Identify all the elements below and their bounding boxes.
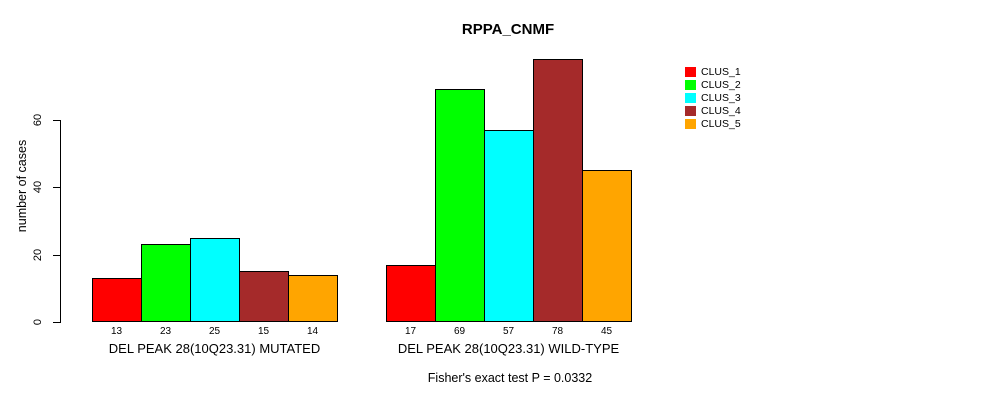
bar-value-label: 45	[600, 326, 613, 337]
bar-clus-5-group-2	[582, 170, 632, 322]
bar-value-label: 13	[110, 326, 123, 337]
legend-swatch-clus-2	[685, 80, 696, 90]
legend-label-clus-2: CLUS_2	[701, 79, 741, 91]
bar-clus-2-group-2	[435, 89, 485, 322]
legend-swatch-clus-5	[685, 119, 696, 129]
legend-swatch-clus-1	[685, 67, 696, 77]
legend-label-clus-1: CLUS_1	[701, 66, 741, 78]
bar-value-label: 57	[502, 326, 515, 337]
y-tick-label: 60	[32, 113, 44, 126]
bar-value-label: 14	[306, 326, 319, 337]
y-tick-label: 40	[32, 181, 44, 194]
y-tick-mark	[53, 119, 60, 121]
bar-clus-4-group-1	[239, 271, 289, 322]
bar-clus-1-group-2	[386, 264, 436, 322]
bar-value-label: 78	[551, 326, 564, 337]
bar-value-label: 25	[208, 326, 221, 337]
bar-value-label: 15	[257, 326, 270, 337]
y-tick-label: 0	[32, 318, 44, 326]
bar-clus-5-group-1	[288, 274, 338, 322]
y-tick-mark	[53, 187, 60, 189]
group-axis-label: DEL PEAK 28(10Q23.31) MUTATED	[108, 341, 321, 356]
legend-label-clus-5: CLUS_5	[701, 118, 741, 130]
group-axis-label: DEL PEAK 28(10Q23.31) WILD-TYPE	[397, 341, 620, 356]
bar-clus-3-group-1	[190, 237, 240, 322]
legend-label-clus-3: CLUS_3	[701, 92, 741, 104]
bar-clus-1-group-1	[92, 278, 142, 322]
y-tick-label: 20	[32, 248, 44, 261]
bar-clus-4-group-2	[533, 59, 583, 322]
legend-swatch-clus-4	[685, 106, 696, 116]
bar-clus-3-group-2	[484, 129, 534, 322]
chart-title: RPPA_CNMF	[461, 21, 555, 38]
legend-label-clus-4: CLUS_4	[701, 105, 741, 117]
bar-value-label: 17	[404, 326, 417, 337]
y-axis-label: number of cases	[15, 139, 29, 233]
y-axis-line	[60, 119, 61, 323]
y-tick-mark	[53, 322, 60, 323]
fisher-test-caption: Fisher's exact test P = 0.0332	[427, 371, 593, 385]
bar-value-label: 23	[159, 326, 172, 337]
y-tick-mark	[53, 254, 60, 256]
bar-value-label: 69	[453, 326, 466, 337]
legend-swatch-clus-3	[685, 93, 696, 103]
bar-clus-2-group-1	[141, 244, 191, 322]
